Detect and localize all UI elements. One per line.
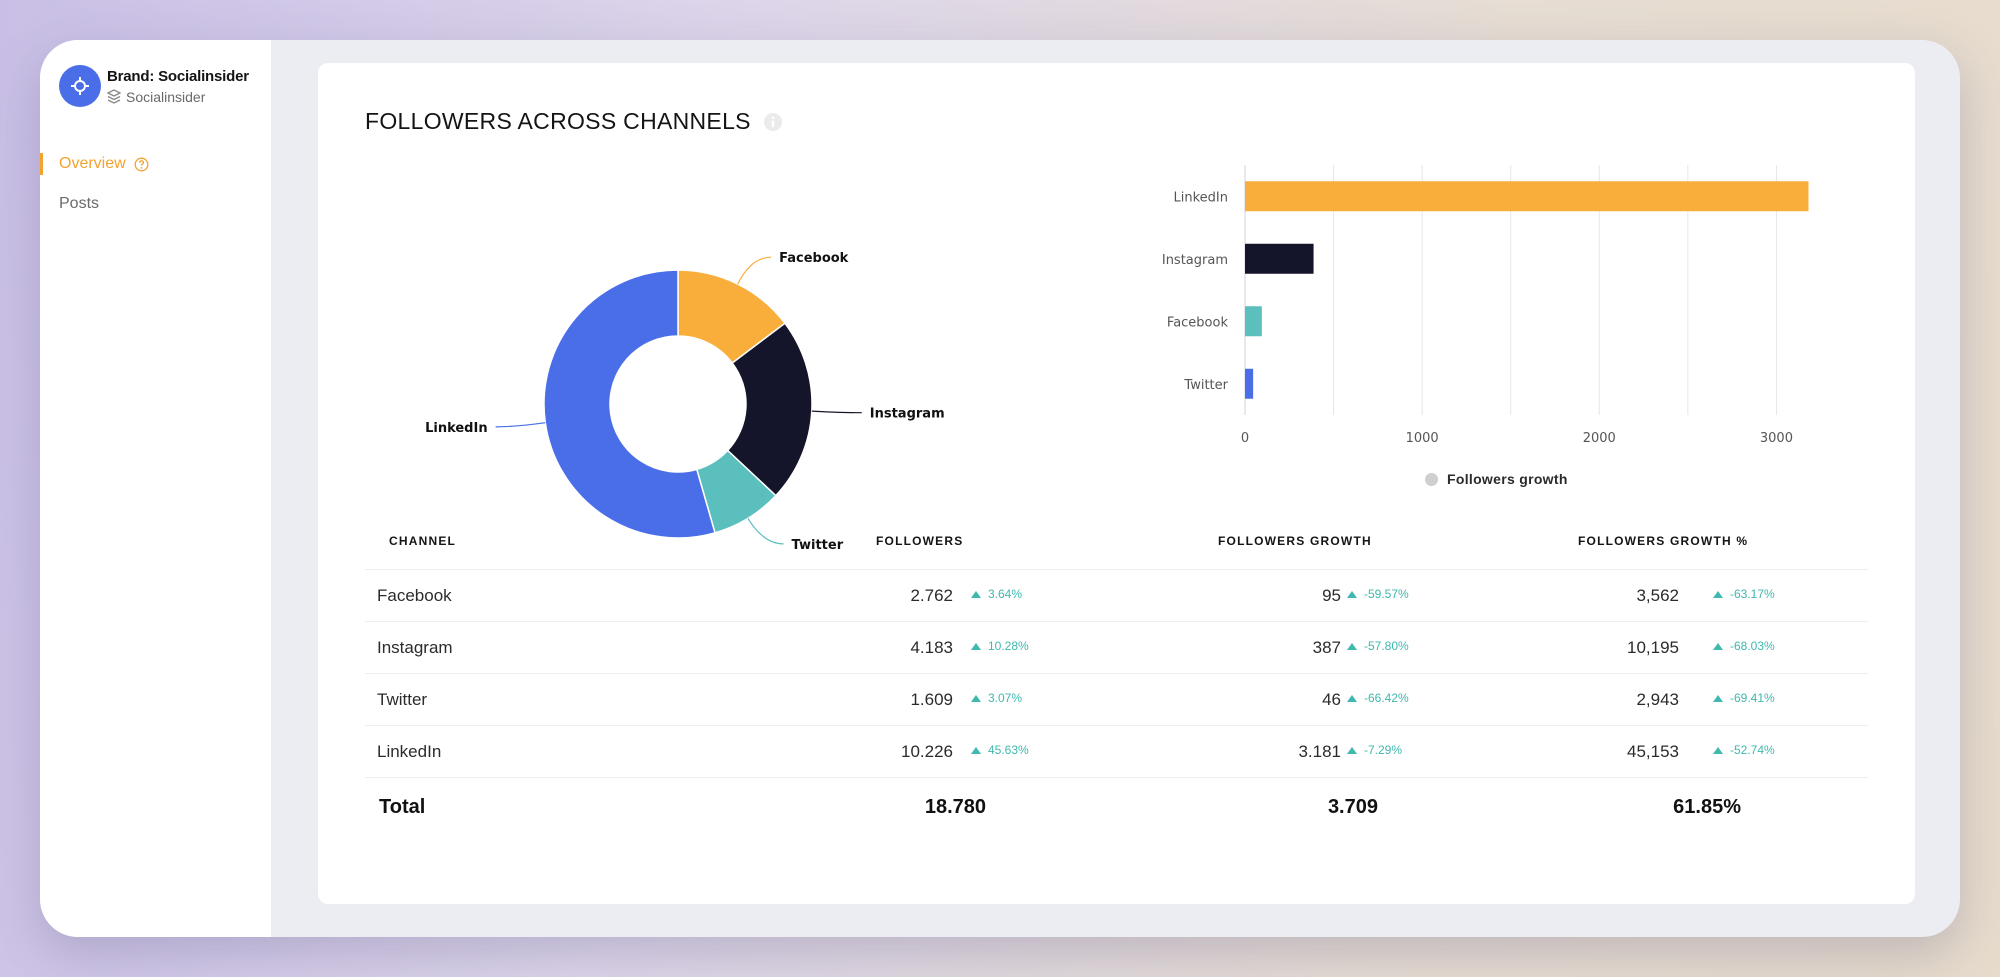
growth-pct-change: -69.41% bbox=[1713, 691, 1775, 705]
followers-value: 10.226 bbox=[901, 742, 953, 761]
nav-item-label: Overview bbox=[59, 155, 126, 172]
growth-pct-change: -52.74% bbox=[1713, 743, 1775, 757]
growth-value: 3.181 bbox=[1298, 742, 1341, 761]
bar-category-label: Facebook bbox=[1167, 315, 1229, 330]
growth-value: 95 bbox=[1322, 586, 1341, 605]
growth-change: -59.57% bbox=[1347, 587, 1409, 601]
followers-growth-bar-chart: LinkedIn Instagram Facebook Twitter 0 1000 200… bbox=[1162, 165, 1809, 446]
followers-card: FOLLOWERS ACROSS CHANNELS Facebook Instag… bbox=[318, 63, 1915, 904]
followers-value: 2.762 bbox=[910, 586, 953, 605]
bar-category-label: Twitter bbox=[1183, 378, 1228, 393]
followers-value: 1.609 bbox=[910, 690, 953, 709]
card-title: FOLLOWERS ACROSS CHANNELS bbox=[365, 108, 751, 134]
donut-slice-linkedin[interactable] bbox=[543, 269, 716, 539]
donut-leader-line bbox=[811, 410, 862, 414]
sidebar: Brand: Socialinsider Socialinsider Overv… bbox=[40, 40, 271, 937]
donut-leader-line bbox=[747, 518, 784, 545]
donut-label-linkedin: LinkedIn bbox=[425, 421, 488, 436]
legend-label: Followers growth bbox=[1447, 471, 1568, 487]
table-header: CHANNEL FOLLOWERS FOLLOWERS GROWTH FOLLO… bbox=[365, 526, 1868, 570]
bar-x-tick-label: 3000 bbox=[1760, 431, 1793, 446]
channel-name: Instagram bbox=[377, 638, 453, 657]
nav-item-posts[interactable]: Posts bbox=[59, 184, 149, 224]
growth-value: 387 bbox=[1312, 638, 1341, 657]
total-growth-pct: 61.85% bbox=[1673, 796, 1741, 818]
sidebar-nav: Overview Posts bbox=[59, 144, 149, 224]
app-window: Brand: Socialinsider Socialinsider Overv… bbox=[40, 40, 1960, 937]
brand-switcher[interactable]: Brand: Socialinsider Socialinsider bbox=[59, 65, 249, 107]
channel-name: Twitter bbox=[377, 690, 428, 709]
brand-subtitle: Socialinsider bbox=[126, 89, 206, 105]
crosshair-icon bbox=[71, 77, 89, 95]
total-growth: 3.709 bbox=[1327, 796, 1378, 818]
followers-change: 3.64% bbox=[971, 587, 1022, 601]
donut-leader-line bbox=[495, 422, 546, 428]
growth-pct-value: 3,562 bbox=[1636, 586, 1679, 605]
bar-category-label: Instagram bbox=[1162, 253, 1228, 268]
donut-label-instagram: Instagram bbox=[870, 407, 945, 422]
growth-value: 46 bbox=[1322, 690, 1341, 709]
growth-change: -57.80% bbox=[1347, 639, 1409, 653]
bar-instagram[interactable] bbox=[1245, 243, 1314, 274]
growth-pct-value: 2,943 bbox=[1636, 690, 1679, 709]
donut-label-twitter: Twitter bbox=[792, 538, 844, 553]
growth-pct-change: -68.03% bbox=[1713, 639, 1775, 653]
table-row: Instagram 4.183 10.28% 387 -57.80% 10,19… bbox=[365, 622, 1868, 674]
bar-facebook[interactable] bbox=[1245, 306, 1262, 337]
col-header-channel: CHANNEL bbox=[389, 534, 457, 548]
info-icon[interactable] bbox=[763, 112, 783, 132]
growth-change: -7.29% bbox=[1347, 743, 1402, 757]
bar-category-label: LinkedIn bbox=[1174, 190, 1228, 205]
growth-pct-change: -63.17% bbox=[1713, 587, 1775, 601]
total-followers: 18.780 bbox=[924, 796, 986, 818]
nav-item-overview[interactable]: Overview bbox=[59, 144, 149, 184]
table-row: Facebook 2.762 3.64% 95 -59.57% 3,562 -6… bbox=[365, 570, 1868, 622]
brand-avatar bbox=[59, 65, 101, 107]
total-label: Total bbox=[379, 796, 426, 818]
legend-marker bbox=[1425, 472, 1438, 486]
brand-title: Brand: Socialinsider bbox=[107, 68, 249, 85]
bar-chart-legend[interactable]: Followers growth bbox=[1425, 471, 1568, 487]
growth-change: -66.42% bbox=[1347, 691, 1409, 705]
col-header-followers-growth: FOLLOWERS GROWTH bbox=[1218, 534, 1372, 548]
bar-x-tick-label: 0 bbox=[1241, 431, 1249, 446]
table-total-row: Total 18.780 3.709 61.85% bbox=[365, 778, 1868, 838]
growth-pct-value: 45,153 bbox=[1627, 742, 1679, 761]
channel-name: Facebook bbox=[377, 586, 452, 605]
bar-x-tick-label: 2000 bbox=[1583, 431, 1616, 446]
followers-change: 45.63% bbox=[971, 743, 1029, 757]
channels-table: CHANNEL FOLLOWERS FOLLOWERS GROWTH FOLLO… bbox=[365, 526, 1868, 838]
table-row: LinkedIn 10.226 45.63% 3.181 -7.29% 45,1… bbox=[365, 726, 1868, 778]
followers-change: 10.28% bbox=[971, 639, 1029, 653]
followers-change: 3.07% bbox=[971, 691, 1022, 705]
col-header-followers-growth-pct: FOLLOWERS GROWTH % bbox=[1578, 534, 1749, 548]
channel-name: LinkedIn bbox=[377, 742, 442, 761]
donut-label-facebook: Facebook bbox=[779, 251, 849, 266]
layers-icon bbox=[107, 89, 121, 104]
table-row: Twitter 1.609 3.07% 46 -66.42% 2,943 -69… bbox=[365, 674, 1868, 726]
bar-twitter[interactable] bbox=[1245, 368, 1254, 399]
bar-x-tick-label: 1000 bbox=[1406, 431, 1439, 446]
growth-pct-value: 10,195 bbox=[1627, 638, 1679, 657]
help-icon[interactable] bbox=[134, 157, 149, 172]
bar-linkedin[interactable] bbox=[1245, 181, 1809, 212]
col-header-followers: FOLLOWERS bbox=[876, 534, 964, 548]
followers-donut-chart: Facebook Instagram Twitter LinkedIn bbox=[425, 251, 945, 553]
followers-value: 4.183 bbox=[910, 638, 953, 657]
donut-slice-instagram[interactable] bbox=[726, 322, 813, 497]
nav-item-label: Posts bbox=[59, 195, 100, 212]
donut-leader-line bbox=[737, 256, 772, 285]
